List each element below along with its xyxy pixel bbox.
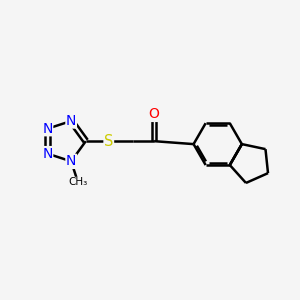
- Text: N: N: [66, 114, 76, 128]
- Text: N: N: [42, 122, 52, 136]
- Text: N: N: [42, 147, 52, 160]
- Text: N: N: [66, 154, 76, 168]
- Text: O: O: [149, 107, 160, 122]
- Text: S: S: [104, 134, 113, 149]
- Text: CH₃: CH₃: [68, 177, 88, 187]
